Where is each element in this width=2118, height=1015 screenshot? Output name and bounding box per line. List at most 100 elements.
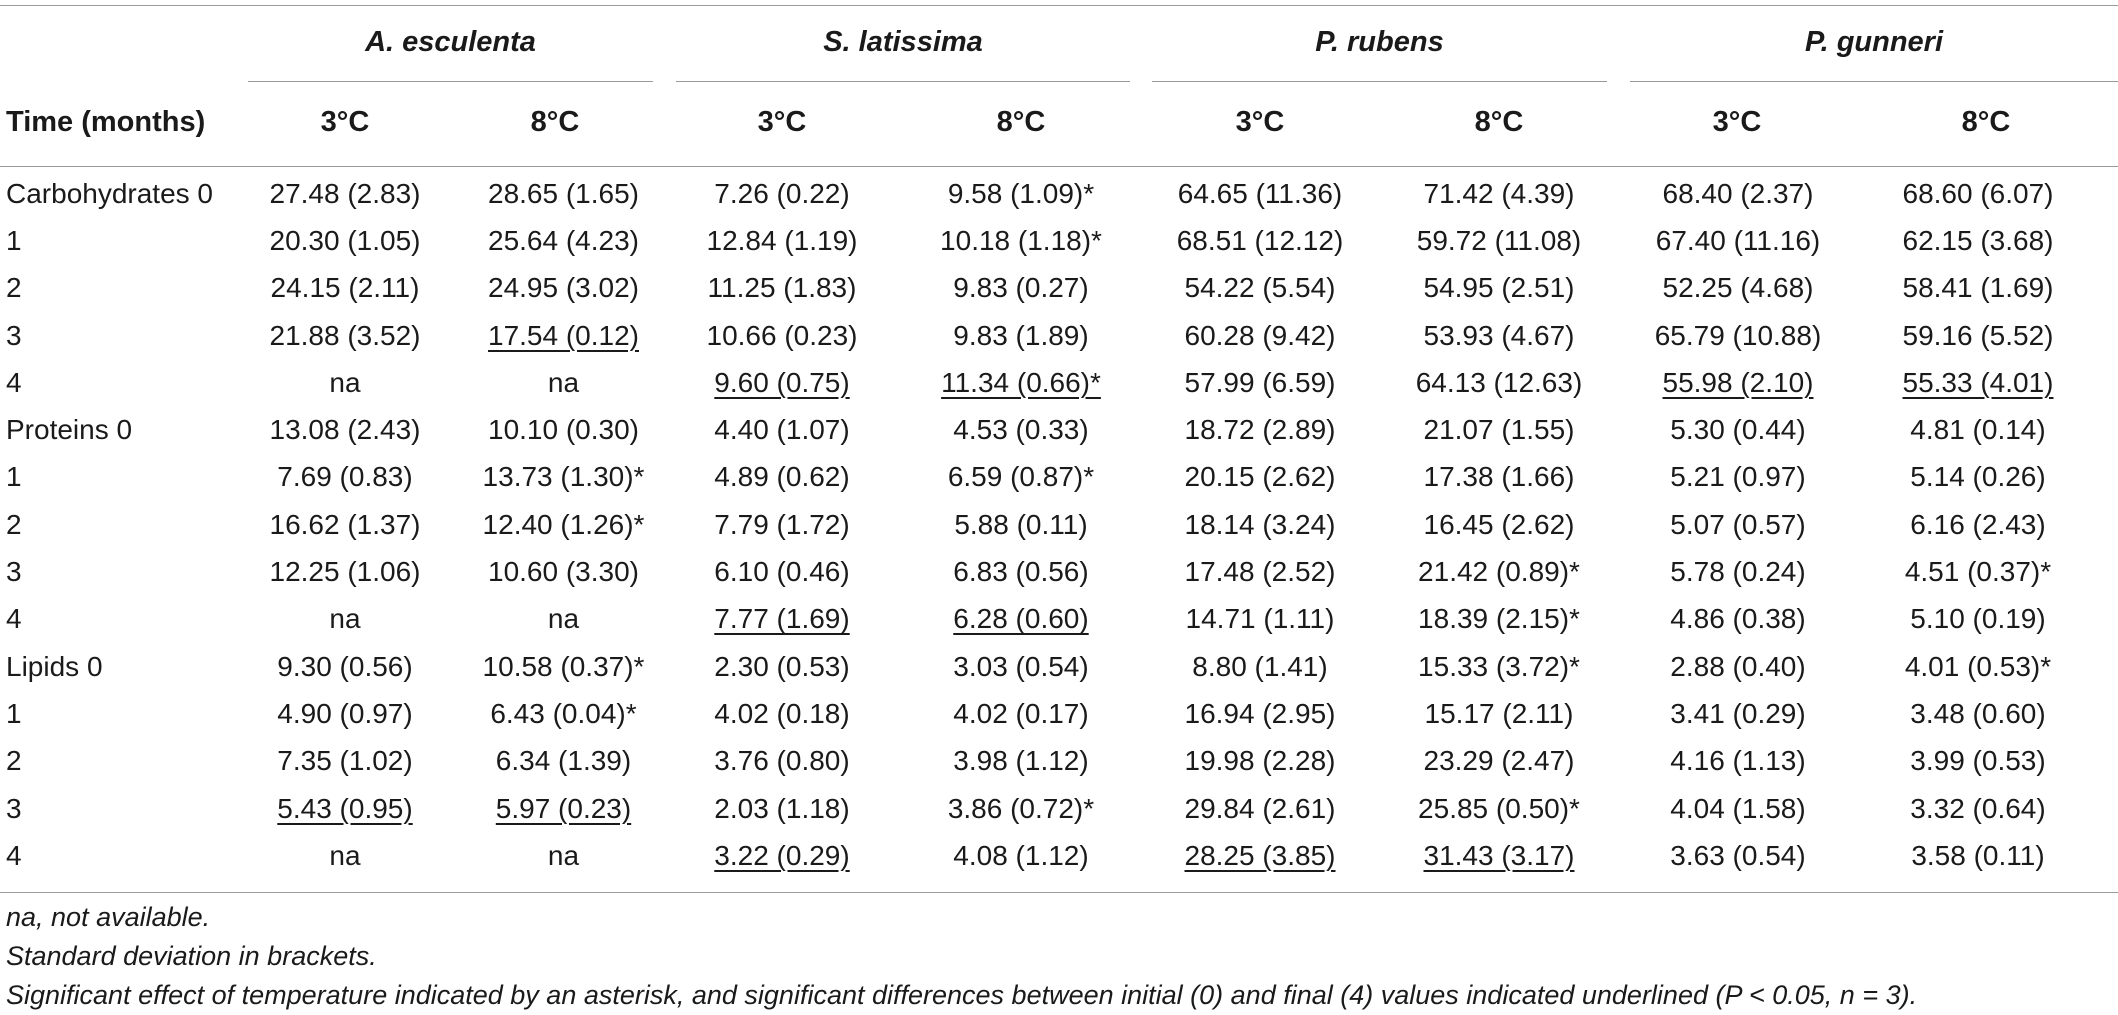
cell-value: 5.88 (0.11)	[954, 508, 1088, 540]
cell-value: 23.29 (2.47)	[1423, 745, 1575, 777]
temp-header-7: 3°C	[1712, 106, 1762, 138]
table-cell: 3.48 (0.60)	[1838, 690, 2118, 737]
temp-header-5: 3°C	[1235, 106, 1285, 138]
table-cell: 9.83 (0.27)	[882, 265, 1160, 312]
table-row: Proteins 0 13.08 (2.43) 10.10 (0.30) 4.40 (…	[0, 406, 2118, 453]
table-cell: 3.98 (1.12)	[882, 738, 1160, 785]
cell-value: 4.02 (0.17)	[953, 697, 1089, 729]
table-cell: 20.30 (1.05)	[245, 217, 445, 264]
cell-value: 4.51 (0.37)*	[1904, 556, 2052, 588]
cell-value: 17.38 (1.66)	[1423, 461, 1575, 493]
table-cell: 5.88 (0.11)	[882, 501, 1160, 548]
row-label: 4	[6, 366, 22, 398]
table-cell: 17.54 (0.12)	[445, 312, 682, 359]
row-label: Proteins 0	[6, 414, 133, 446]
table-cell: 25.85 (0.50)*	[1360, 785, 1638, 832]
table-cell: 68.60 (6.07)	[1838, 170, 2118, 217]
cell-value: 5.97 (0.23)	[495, 792, 632, 824]
table-cell: 55.33 (4.01)	[1838, 359, 2118, 406]
cell-value: 71.42 (4.39)	[1423, 177, 1575, 209]
cell-value: 28.25 (3.85)	[1184, 839, 1336, 871]
cell-value: 6.43 (0.04)*	[490, 697, 637, 729]
temp-header-3: 3°C	[757, 106, 807, 138]
cell-value: 3.98 (1.12)	[953, 745, 1089, 777]
table-cell: 7.79 (1.72)	[682, 501, 882, 548]
cell-value: 31.43 (3.17)	[1423, 839, 1575, 871]
cell-value: 59.16 (5.52)	[1902, 319, 2054, 351]
table-cell: 4.02 (0.17)	[882, 690, 1160, 737]
cell-value: 20.15 (2.62)	[1184, 461, 1336, 493]
cell-value: 18.14 (3.24)	[1184, 508, 1336, 540]
table-cell: 9.30 (0.56)	[245, 643, 445, 690]
cell-value: 4.02 (0.18)	[714, 697, 850, 729]
table-cell: 3.99 (0.53)	[1838, 738, 2118, 785]
table-row: 3 12.25 (1.06) 10.60 (3.30) 6.10 (0.46) 6.83…	[0, 548, 2118, 595]
table-cell: 3.86 (0.72)*	[882, 785, 1160, 832]
cell-value: 65.79 (10.88)	[1654, 319, 1822, 351]
table-cell: 5.30 (0.44)	[1638, 406, 1838, 453]
cell-value: 11.34 (0.66)*	[941, 366, 1101, 398]
cell-value: 7.35 (1.02)	[277, 745, 413, 777]
cell-value: 19.98 (2.28)	[1184, 745, 1336, 777]
table-cell: 17.38 (1.66)	[1360, 454, 1638, 501]
species-rule-3	[1152, 81, 1607, 82]
cell-value: 9.60 (0.75)	[714, 366, 850, 398]
footnotes: na, not available. Standard deviation in…	[6, 898, 1917, 1015]
table-cell: 6.28 (0.60)	[882, 596, 1160, 643]
table-cell: 5.21 (0.97)	[1638, 454, 1838, 501]
cell-value: 28.65 (1.65)	[488, 177, 639, 209]
table-cell: 52.25 (4.68)	[1638, 265, 1838, 312]
table-cell: na	[445, 596, 682, 643]
cell-value: 4.89 (0.62)	[714, 461, 850, 493]
cell-value: 24.95 (3.02)	[488, 272, 639, 304]
cell-value: 68.51 (12.12)	[1176, 224, 1344, 256]
table-cell: 24.95 (3.02)	[445, 265, 682, 312]
temp-header-8: 8°C	[1961, 106, 2011, 138]
table-cell: 3.41 (0.29)	[1638, 690, 1838, 737]
species-header-3: P. rubens	[1315, 26, 1444, 58]
table-cell: 4.01 (0.53)*	[1838, 643, 2118, 690]
cell-value: 5.14 (0.26)	[1910, 461, 2046, 493]
cell-value: 12.40 (1.26)*	[482, 508, 645, 540]
table-cell: 4.89 (0.62)	[682, 454, 882, 501]
cell-value: 24.15 (2.11)	[270, 272, 420, 304]
table-cell: 58.41 (1.69)	[1838, 265, 2118, 312]
table-row: 2 7.35 (1.02) 6.34 (1.39) 3.76 (0.80) 3.98 (…	[0, 738, 2118, 785]
cell-value: 7.77 (1.69)	[714, 603, 850, 635]
table-row: 1 4.90 (0.97) 6.43 (0.04)* 4.02 (0.18) 4.02 …	[0, 690, 2118, 737]
cell-value: 6.83 (0.56)	[953, 556, 1089, 588]
cell-value: 25.85 (0.50)*	[1418, 792, 1580, 824]
table-cell: na	[245, 596, 445, 643]
cell-value: 20.30 (1.05)	[269, 224, 421, 256]
cell-value: 3.86 (0.72)*	[947, 792, 1095, 824]
table-row: 4 na na 9.60 (0.75) 11.34 (0.66)* 57.99 (6.59…	[0, 359, 2118, 406]
table-cell: 65.79 (10.88)	[1638, 312, 1838, 359]
cell-value: 6.59 (0.87)*	[947, 461, 1095, 493]
table-cell: 4.08 (1.12)	[882, 832, 1160, 879]
table-cell: 19.98 (2.28)	[1160, 738, 1360, 785]
table-cell: 9.58 (1.09)*	[882, 170, 1160, 217]
footnote-3: Significant effect of temperature indica…	[6, 980, 1918, 1010]
table-cell: 4.86 (0.38)	[1638, 596, 1838, 643]
cell-value: 4.08 (1.12)	[953, 839, 1089, 871]
table-cell: 6.34 (1.39)	[445, 738, 682, 785]
top-rule	[0, 5, 2118, 6]
table-cell: 3.58 (0.11)	[1838, 832, 2118, 879]
table-cell: 60.28 (9.42)	[1160, 312, 1360, 359]
table-cell: 53.93 (4.67)	[1360, 312, 1638, 359]
table-cell: na	[445, 359, 682, 406]
row-label: 4	[6, 603, 22, 635]
cell-value: 3.63 (0.54)	[1670, 839, 1806, 871]
cell-value: 54.95 (2.51)	[1423, 272, 1575, 304]
cell-value: na	[547, 603, 580, 635]
row-label: 4	[6, 839, 22, 871]
table-row: 2 24.15 (2.11) 24.95 (3.02) 11.25 (1.83) 9.8…	[0, 265, 2118, 312]
table-cell: 2.88 (0.40)	[1638, 643, 1838, 690]
cell-value: 16.45 (2.62)	[1423, 508, 1575, 540]
cell-value: na	[547, 839, 580, 871]
table-cell: 10.60 (3.30)	[445, 548, 682, 595]
temp-header-2: 8°C	[530, 106, 580, 138]
table-cell: 27.48 (2.83)	[245, 170, 445, 217]
cell-value: na	[547, 366, 580, 398]
table-cell: 4.51 (0.37)*	[1838, 548, 2118, 595]
